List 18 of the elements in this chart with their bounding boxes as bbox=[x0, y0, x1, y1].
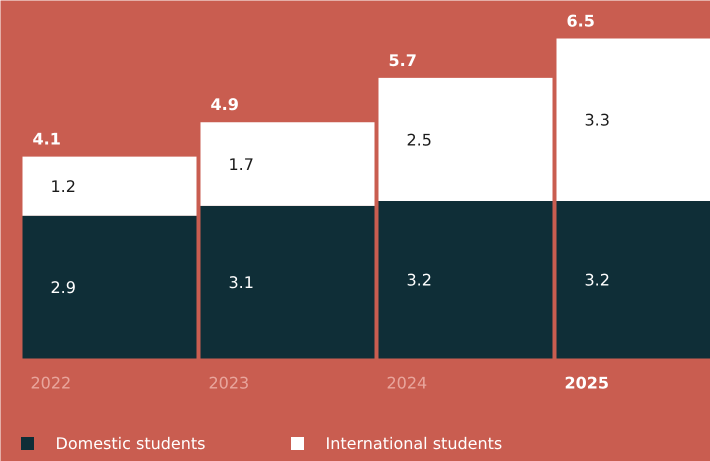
total-label: 6.5 bbox=[566, 12, 595, 30]
x-tick-label: 2024 bbox=[386, 374, 428, 392]
data-label: 1.2 bbox=[50, 177, 76, 196]
total-label: 5.7 bbox=[388, 50, 417, 70]
data-label: 3.3 bbox=[584, 110, 610, 130]
data-label: 2.5 bbox=[406, 130, 432, 150]
data-label: 1.7 bbox=[228, 155, 254, 174]
data-label: 3.2 bbox=[584, 270, 610, 290]
legend-label: International students bbox=[326, 434, 502, 453]
legend-label: Domestic students bbox=[56, 434, 206, 453]
x-tick-label: 2023 bbox=[208, 374, 250, 392]
data-label: 3.1 bbox=[228, 273, 254, 292]
x-tick-label: 2022 bbox=[30, 374, 72, 392]
data-label: 2.9 bbox=[50, 278, 76, 298]
total-label: 4.9 bbox=[210, 95, 239, 114]
total-label: 4.1 bbox=[32, 130, 61, 149]
data-label: 3.2 bbox=[406, 270, 432, 290]
x-tick-label: 2025 bbox=[564, 374, 610, 392]
